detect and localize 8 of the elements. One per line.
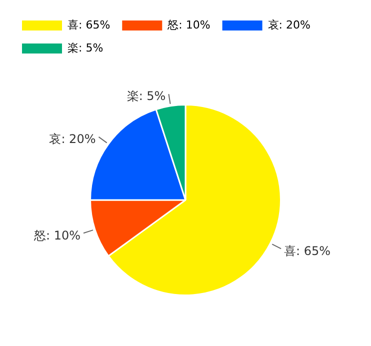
legend-label: 楽: 5%	[68, 41, 104, 54]
legend-label: 哀: 20%	[268, 18, 310, 32]
slice-label: 哀: 20%	[49, 132, 96, 146]
slice-label: 怒: 10%	[32, 228, 80, 242]
slice-label: 楽: 5%	[126, 89, 166, 104]
legend-label: 怒: 10%	[166, 18, 210, 32]
legend-label: 喜: 65%	[68, 18, 110, 32]
slice-label: 喜: 65%	[284, 244, 331, 258]
